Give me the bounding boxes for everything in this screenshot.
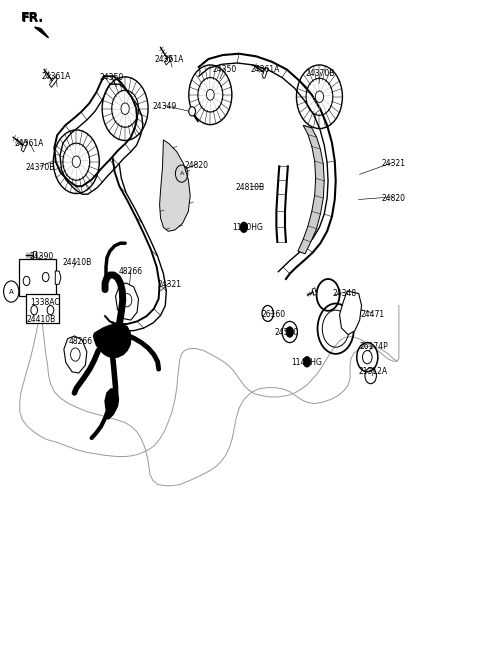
- Text: 24810B: 24810B: [235, 183, 264, 192]
- Polygon shape: [94, 324, 131, 357]
- Text: 24370B: 24370B: [25, 163, 55, 172]
- Text: 24321: 24321: [157, 280, 181, 289]
- Text: 24410B: 24410B: [63, 258, 92, 267]
- Text: 48266: 48266: [119, 266, 143, 276]
- Circle shape: [282, 321, 298, 343]
- Polygon shape: [21, 140, 27, 152]
- Polygon shape: [116, 283, 139, 320]
- Circle shape: [303, 357, 311, 367]
- Text: 24349: 24349: [152, 102, 177, 111]
- Circle shape: [189, 107, 195, 116]
- Text: 24820: 24820: [381, 194, 405, 203]
- Polygon shape: [105, 389, 119, 414]
- Circle shape: [72, 156, 81, 167]
- Text: 24350: 24350: [100, 73, 124, 82]
- Text: 24471: 24471: [360, 309, 384, 319]
- Polygon shape: [49, 77, 57, 88]
- FancyBboxPatch shape: [26, 294, 59, 323]
- Circle shape: [315, 91, 324, 102]
- Text: 24321: 24321: [381, 159, 405, 168]
- Text: 21312A: 21312A: [359, 367, 388, 376]
- Text: 24361A: 24361A: [41, 72, 71, 82]
- Polygon shape: [262, 67, 268, 78]
- Circle shape: [121, 103, 129, 114]
- Polygon shape: [55, 271, 61, 284]
- FancyBboxPatch shape: [19, 259, 56, 296]
- Polygon shape: [33, 251, 36, 259]
- Text: 24370B: 24370B: [306, 69, 335, 78]
- Text: 24348: 24348: [332, 289, 356, 298]
- Text: 24361A: 24361A: [155, 54, 184, 64]
- Polygon shape: [159, 140, 190, 231]
- Circle shape: [286, 327, 294, 337]
- Polygon shape: [312, 288, 316, 295]
- Polygon shape: [35, 27, 48, 37]
- Text: 24390: 24390: [29, 252, 53, 261]
- Polygon shape: [64, 336, 87, 373]
- Text: 48266: 48266: [69, 337, 93, 346]
- Text: 24350: 24350: [213, 65, 237, 74]
- Text: 24560: 24560: [275, 328, 299, 337]
- Circle shape: [362, 351, 372, 364]
- Text: 26160: 26160: [262, 310, 286, 319]
- Polygon shape: [35, 27, 48, 38]
- Text: 24361A: 24361A: [15, 139, 44, 148]
- Text: A: A: [180, 171, 184, 176]
- Text: FR.: FR.: [21, 11, 44, 24]
- Polygon shape: [165, 55, 172, 65]
- Text: 1140HG: 1140HG: [232, 223, 263, 232]
- Text: A: A: [9, 289, 13, 295]
- Text: FR.: FR.: [22, 12, 44, 25]
- Text: 1338AC: 1338AC: [30, 297, 60, 307]
- Circle shape: [206, 90, 214, 100]
- Polygon shape: [298, 125, 324, 254]
- Text: 24820: 24820: [185, 161, 209, 169]
- Text: 26174P: 26174P: [359, 342, 388, 351]
- Polygon shape: [339, 291, 361, 335]
- Text: 1140HG: 1140HG: [291, 358, 323, 367]
- Text: 24361A: 24361A: [251, 65, 280, 74]
- Text: 24410B: 24410B: [27, 315, 56, 324]
- Circle shape: [240, 222, 248, 232]
